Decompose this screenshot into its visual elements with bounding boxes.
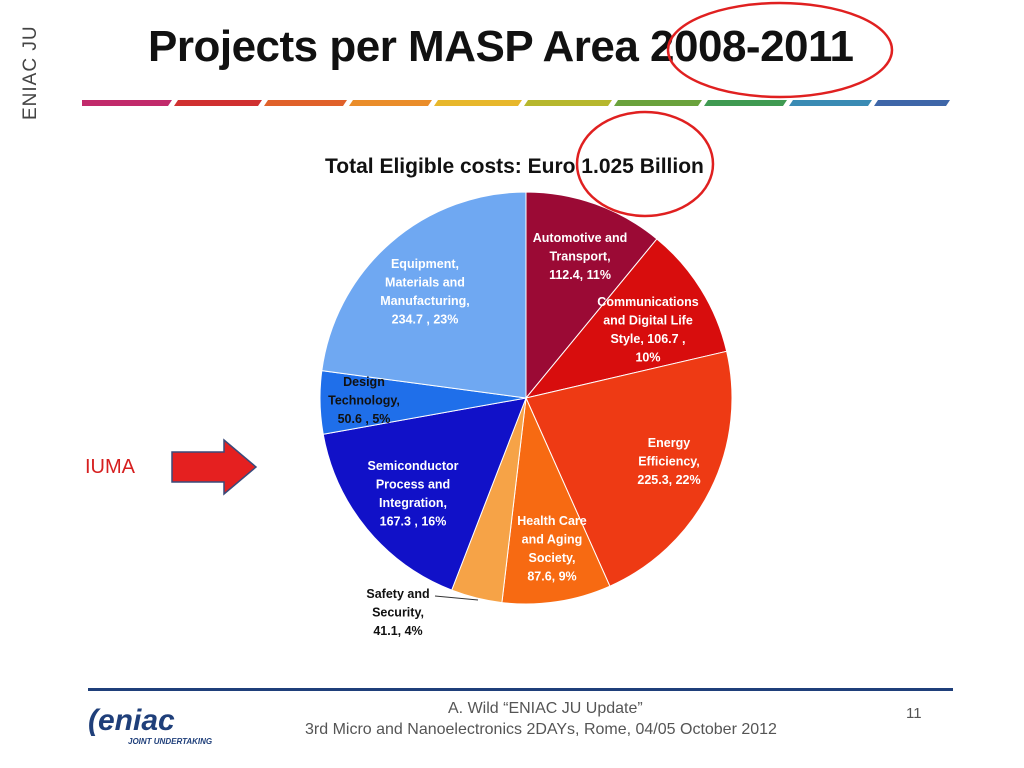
logo-wordmark: eniac [98,704,175,737]
pie-slice-1 [524,238,728,399]
slice-label-7: Equipment, Materials and Manufacturing, 234… [380,257,470,327]
footer-rule [88,688,953,691]
logo-subtext: JOINT UNDERTAKING [128,737,212,746]
slice-label-3: Health Care and Aging Society, 87.6, 9% [517,514,587,584]
pie-slice-3 [501,396,611,605]
pie-slice-2 [525,350,733,587]
pie-slice-5 [322,397,527,591]
pie-slice-7 [321,191,527,399]
svg-text:(: ( [88,704,101,737]
page-number: 11 [906,705,922,722]
leader-line-safety [434,595,479,601]
footer-event: 3rd Micro and Nanoelectronics 2DAYs, Rom… [305,721,777,738]
slice-label-5: Semiconductor Process and Integration, 167.… [368,459,459,529]
chart-subtitle: Total Eligible costs: Euro 1.025 Billion [325,155,704,178]
eniac-logo: ( eniac JOINT UNDERTAKING [88,704,212,746]
right-arrow-icon [171,438,258,496]
slice-label-4: Safety and Security, 41.1, 4% [366,587,429,638]
pie-slice-0 [525,191,658,400]
slice-label-1: Communications and Digital Life Style, 106… [597,295,698,365]
footer-presenter: A. Wild “ENIAC JU Update” [448,700,643,717]
title-rule [82,100,950,106]
highlight-circle-amount [575,110,715,218]
highlight-circle-year [666,1,894,99]
slice-label-2: Energy Efficiency, 225.3, 22% [637,436,700,487]
slice-label-0: Automotive and Transport, 112.4, 11% [533,231,627,282]
slide-title: Projects per MASP Area 2008-2011 [148,22,854,71]
iuma-label: IUMA [85,456,135,478]
slice-label-6: Design Technology, 50.6 , 5% [328,375,400,426]
